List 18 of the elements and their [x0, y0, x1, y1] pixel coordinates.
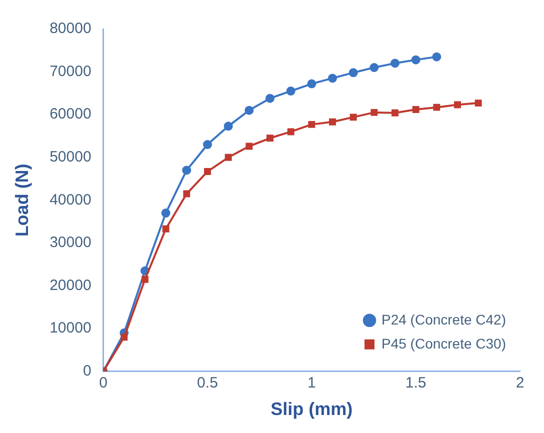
x-tick-label: 0 [99, 374, 108, 392]
y-tick-label: 80000 [50, 20, 92, 38]
y-tick-label: 60000 [50, 106, 92, 123]
y-tick-label: 10000 [50, 320, 92, 337]
y-tick-label: 50000 [50, 148, 92, 166]
x-tick-label: 0.5 [197, 374, 218, 392]
x-tick-label: 1.5 [405, 374, 426, 392]
x-tick-label: 2 [516, 374, 524, 392]
y-tick-label: 0 [82, 362, 92, 380]
y-tick-label: 30000 [50, 234, 92, 252]
legend-label: P45 (Concrete C30) [381, 335, 506, 352]
legend-label: P24 (Concrete C42) [381, 311, 506, 328]
x-axis-title: Slip (mm) [270, 399, 353, 420]
y-axis-title: Load (N) [12, 164, 32, 237]
y-tick-label: 70000 [50, 62, 92, 80]
x-tick-label: 1 [307, 374, 316, 392]
y-tick-label: 40000 [50, 191, 92, 208]
y-tick-label: 20000 [50, 276, 92, 294]
